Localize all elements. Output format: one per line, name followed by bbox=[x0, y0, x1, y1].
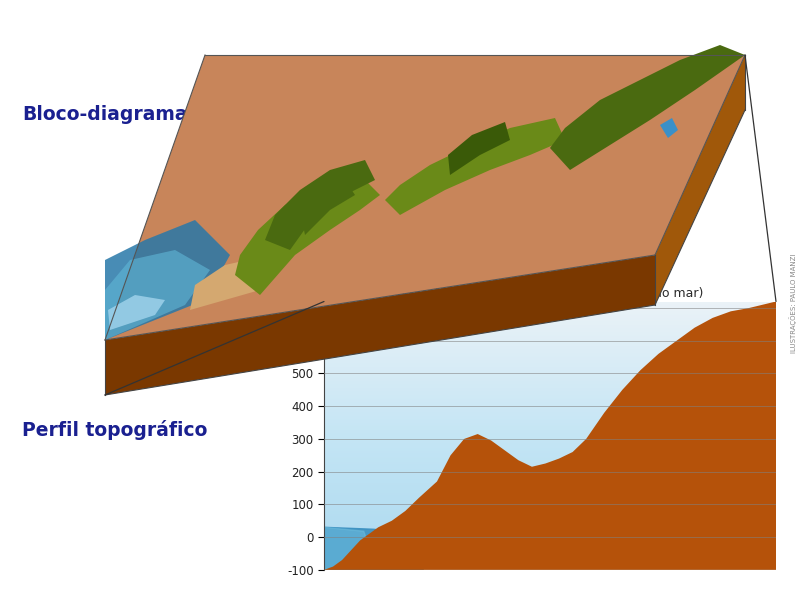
Polygon shape bbox=[105, 255, 655, 395]
Polygon shape bbox=[235, 175, 380, 295]
Text: Perfil topográfico: Perfil topográfico bbox=[22, 420, 207, 440]
Polygon shape bbox=[108, 295, 165, 330]
Polygon shape bbox=[655, 55, 745, 305]
Polygon shape bbox=[324, 527, 374, 570]
Polygon shape bbox=[550, 45, 745, 170]
Title: Altitude (em metros em relação ao nível do mar): Altitude (em metros em relação ao nível … bbox=[397, 288, 703, 300]
Text: ILUSTRAÇÕES: PAULO MANZI: ILUSTRAÇÕES: PAULO MANZI bbox=[789, 253, 797, 353]
Polygon shape bbox=[300, 180, 355, 235]
Polygon shape bbox=[105, 55, 745, 340]
Polygon shape bbox=[255, 200, 430, 295]
Polygon shape bbox=[190, 255, 290, 310]
Polygon shape bbox=[265, 160, 375, 250]
Polygon shape bbox=[105, 220, 230, 340]
Text: Bloco-diagrama: Bloco-diagrama bbox=[22, 106, 187, 124]
Polygon shape bbox=[324, 302, 776, 570]
Polygon shape bbox=[385, 118, 565, 215]
Polygon shape bbox=[324, 527, 423, 570]
Polygon shape bbox=[105, 250, 210, 340]
Polygon shape bbox=[660, 118, 678, 138]
Polygon shape bbox=[448, 122, 510, 175]
Polygon shape bbox=[230, 55, 745, 295]
